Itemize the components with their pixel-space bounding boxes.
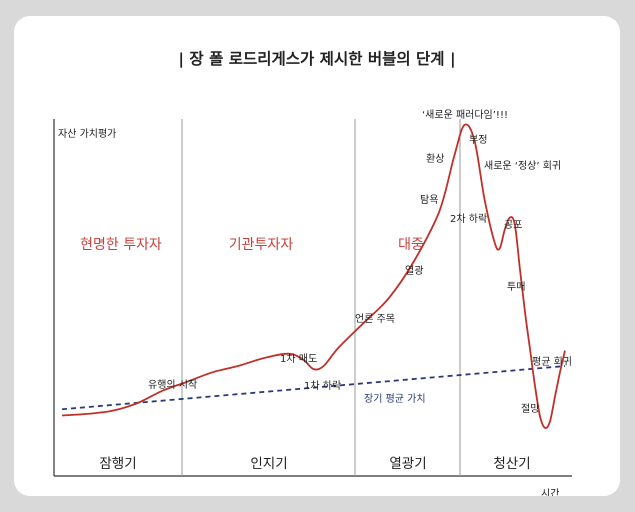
annotation-return-to-normal: 새로운 ‘정상’ 회귀 <box>484 160 561 172</box>
annotation-greed: 탐욕 <box>420 194 438 206</box>
annotation-capitulation: 투매 <box>507 281 525 293</box>
x-axis-label: 시간 <box>541 488 559 496</box>
annotation-media-attention: 언론 주목 <box>355 313 395 325</box>
phase-mania: 열광기 <box>389 456 426 472</box>
annotation-second-drop: 2차 하락 <box>450 212 487 225</box>
annotation-fear: 공포 <box>504 219 522 231</box>
annotation-take-off: 유행의 시작 <box>148 379 197 391</box>
participant-institutional: 기관투자자 <box>229 237 294 253</box>
chart-card: | 장 폴 로드리게스가 제시한 버블의 단계 | 자산 가치평가 시간 잠행기… <box>14 16 620 496</box>
mean-value-label: 장기 평균 가치 <box>364 393 426 405</box>
annotation-denial: 부정 <box>469 134 487 146</box>
annotation-new-paradigm: ‘새로운 패러다임’!!! <box>422 108 508 121</box>
chart-title: | 장 폴 로드리게스가 제시한 버블의 단계 | <box>178 49 455 69</box>
annotation-delusion: 환상 <box>426 153 444 165</box>
annotation-despair: 절망 <box>521 402 539 415</box>
participant-public: 대중 <box>398 237 424 253</box>
mean-value-line <box>61 365 566 411</box>
annotation-return-to-mean: 평균 회귀 <box>532 356 572 368</box>
phase-stealth: 잠행기 <box>99 456 136 472</box>
annotation-first-sell-off: 1차 매도 <box>280 353 317 365</box>
annotation-bear-trap: 1차 하락 <box>304 379 341 392</box>
phase-blowoff: 청산기 <box>493 456 530 472</box>
phase-awareness: 인지기 <box>250 456 287 472</box>
annotation-enthusiasm: 열광 <box>405 265 423 277</box>
bubble-curve <box>61 123 566 429</box>
y-axis-label: 자산 가치평가 <box>58 128 116 140</box>
bubble-stages-chart: | 장 폴 로드리게스가 제시한 버블의 단계 | 자산 가치평가 시간 잠행기… <box>53 49 572 496</box>
participant-smart-money: 현명한 투자자 <box>80 237 162 253</box>
